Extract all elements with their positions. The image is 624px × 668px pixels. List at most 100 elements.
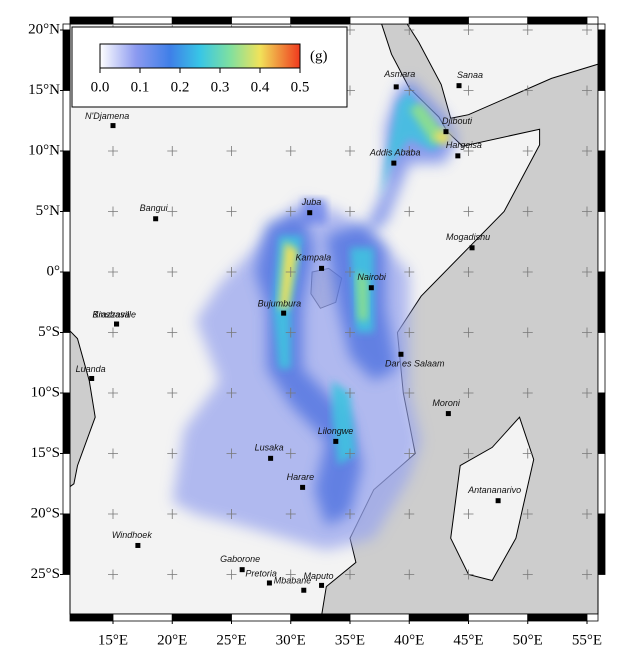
grid-cross: [463, 267, 474, 277]
city-marker: [266, 580, 272, 586]
grid-cross: [404, 267, 415, 277]
city-label: Asmara: [383, 69, 415, 79]
city-label: Lilongwe: [318, 426, 354, 436]
grid-cross: [285, 206, 296, 217]
colorbar-tick-label: 0.4: [251, 79, 270, 95]
city-marker: [153, 216, 159, 222]
city-marker: [456, 83, 462, 89]
grid-cross: [226, 267, 237, 277]
lon-tick-label: 50°E: [513, 632, 543, 648]
grid-cross: [108, 146, 118, 156]
grid-cross: [226, 509, 237, 519]
grid-cross: [345, 569, 355, 580]
frame-stripe: [62, 150, 71, 212]
grid-cross: [226, 146, 237, 156]
city-marker: [393, 84, 399, 90]
city-label: Addis Ababa: [369, 147, 421, 157]
grid-cross: [285, 267, 296, 277]
grid-cross: [345, 327, 355, 338]
frame-stripe: [527, 16, 588, 25]
frame-stripe: [69, 16, 114, 25]
grid-cross: [582, 509, 592, 519]
city-label: Djibouti: [442, 116, 473, 126]
frame-stripe: [408, 613, 469, 622]
colorbar-unit: (g): [310, 48, 328, 64]
frame-stripe: [62, 271, 71, 333]
lat-tick-label: 15°N: [28, 82, 60, 98]
city-marker: [398, 351, 404, 357]
city-marker: [319, 265, 325, 271]
lon-tick-label: 30°E: [276, 632, 306, 648]
frame-stripe: [349, 16, 410, 25]
grid-cross: [167, 448, 178, 459]
grid-cross: [463, 146, 474, 156]
city-marker: [319, 582, 325, 588]
grid-cross: [108, 569, 118, 580]
city-label: Maputo: [304, 571, 334, 581]
grid-cross: [522, 388, 533, 398]
city-marker: [391, 160, 397, 166]
city-label: Kinshasa: [93, 309, 130, 319]
grid-cross: [167, 509, 178, 519]
city-label: Pretoria: [245, 568, 277, 578]
lat-tick-label: 10°N: [28, 142, 60, 158]
grid-cross: [108, 388, 118, 398]
frame-stripe: [62, 453, 71, 515]
hazard-zone: [379, 90, 445, 200]
hazard-zone: [355, 272, 368, 321]
city-marker: [469, 245, 475, 251]
grid-cross: [226, 388, 237, 398]
city-label: N'Djamena: [85, 111, 129, 121]
frame-stripe: [597, 29, 606, 91]
frame-stripe: [171, 613, 232, 622]
grid-cross: [522, 569, 533, 580]
city-label: Juba: [301, 197, 322, 207]
grid-cross: [285, 509, 296, 519]
grid-cross: [463, 327, 474, 338]
city-marker: [135, 542, 141, 548]
city-label: Nairobi: [357, 272, 387, 282]
grid-cross: [345, 146, 355, 156]
frame-stripe: [62, 392, 71, 454]
lat-tick-label: 0°: [47, 263, 61, 279]
grid-cross: [463, 569, 474, 580]
grid-cross: [345, 448, 355, 459]
frame-stripe: [290, 16, 351, 25]
lon-tick-label: 35°E: [335, 632, 365, 648]
grid-cross: [108, 327, 118, 338]
grid-cross: [404, 146, 415, 156]
lon-tick-label: 25°E: [216, 632, 246, 648]
grid-cross: [582, 448, 592, 459]
grid-cross: [522, 25, 533, 35]
hazard-zone: [332, 380, 356, 466]
frame-stripe: [468, 613, 529, 622]
city-label: Luanda: [76, 364, 106, 374]
frame-stripe: [62, 332, 71, 394]
colorbar-tick-label: 0.2: [171, 79, 190, 95]
city-marker: [301, 587, 307, 593]
city-marker: [443, 129, 449, 135]
frame-stripe: [62, 23, 71, 31]
grid-cross: [404, 327, 415, 338]
grid-cross: [285, 448, 296, 459]
city-label: Bangui: [140, 203, 169, 213]
grid-cross: [167, 206, 178, 217]
frame-stripe: [586, 613, 599, 622]
grid-cross: [582, 25, 592, 35]
grid-cross: [463, 448, 474, 459]
frame-stripe: [527, 613, 588, 622]
grid-cross: [463, 388, 474, 398]
grid-cross: [108, 206, 118, 217]
grid-cross: [404, 448, 415, 459]
grid-cross: [226, 569, 237, 580]
grid-cross: [285, 327, 296, 338]
city-marker: [300, 484, 306, 490]
colorbar-tick-label: 0.5: [291, 79, 310, 95]
city-marker: [333, 438, 339, 444]
grid-cross: [345, 267, 355, 277]
grid-cross: [582, 146, 592, 156]
grid-cross: [345, 509, 355, 519]
grid-cross: [404, 388, 415, 398]
frame-stripe: [62, 513, 71, 575]
grid-cross: [345, 206, 355, 217]
